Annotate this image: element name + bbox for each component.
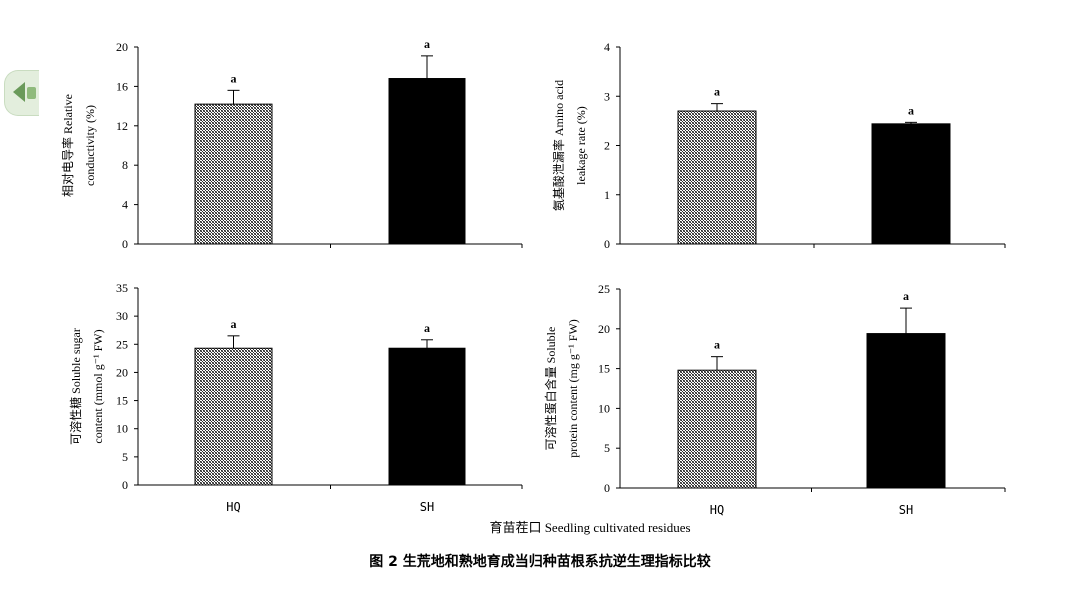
y-axis-label-line2: content (mmol g⁻¹ FW) bbox=[91, 329, 105, 443]
y-axis-label-line1: 可溶性糖 Soluble sugar bbox=[68, 328, 83, 445]
y-tick-label: 5 bbox=[604, 441, 610, 455]
y-tick-label: 4 bbox=[604, 40, 610, 54]
chevron-left-icon bbox=[13, 82, 25, 102]
significance-label: a bbox=[424, 37, 430, 51]
bar-hq bbox=[194, 103, 273, 245]
y-tick-label: 4 bbox=[122, 198, 128, 212]
significance-label: a bbox=[231, 317, 237, 331]
y-tick-label: 3 bbox=[604, 89, 610, 103]
y-tick-label: 0 bbox=[122, 478, 128, 492]
bar-sh bbox=[388, 78, 466, 245]
bar-sh bbox=[388, 347, 466, 486]
significance-label: a bbox=[424, 321, 430, 335]
y-tick-label: 5 bbox=[122, 450, 128, 464]
y-tick-label: 20 bbox=[116, 365, 128, 379]
figure-caption: 图 2 生荒地和熟地育成当归种苗根系抗逆生理指标比较 bbox=[369, 554, 711, 570]
y-axis-label-line1: 氨基酸泄漏率 Amino acid bbox=[551, 80, 566, 211]
page-marker-icon bbox=[27, 87, 36, 99]
y-tick-label: 16 bbox=[116, 79, 128, 93]
y-axis-label-line2: protein content (mg g⁻¹ FW) bbox=[566, 319, 580, 458]
x-category-label: SH bbox=[420, 500, 434, 514]
y-tick-label: 35 bbox=[116, 281, 128, 295]
significance-label: a bbox=[714, 338, 720, 352]
significance-label: a bbox=[908, 103, 914, 117]
y-tick-label: 30 bbox=[116, 309, 128, 323]
y-axis-label-line1: 相对电导率 Relative bbox=[60, 94, 75, 197]
bar-hq bbox=[677, 369, 757, 489]
y-tick-label: 0 bbox=[604, 481, 610, 495]
bar-sh bbox=[866, 333, 946, 489]
bar-sh bbox=[871, 123, 951, 245]
bar-hq bbox=[194, 347, 273, 486]
y-tick-label: 15 bbox=[116, 394, 128, 408]
significance-label: a bbox=[903, 289, 909, 303]
y-tick-label: 12 bbox=[116, 119, 128, 133]
back-arrow-tab[interactable] bbox=[4, 70, 39, 116]
x-axis-title: 育苗茬口 Seedling cultivated residues bbox=[489, 520, 690, 535]
bar-hq bbox=[677, 110, 757, 245]
y-tick-label: 0 bbox=[122, 237, 128, 251]
x-category-label: SH bbox=[899, 503, 913, 517]
y-tick-label: 25 bbox=[116, 337, 128, 351]
y-tick-label: 20 bbox=[598, 322, 610, 336]
x-category-label: HQ bbox=[710, 503, 724, 517]
y-tick-label: 1 bbox=[604, 188, 610, 202]
significance-label: a bbox=[714, 85, 720, 99]
significance-label: a bbox=[231, 71, 237, 85]
y-axis-label-line2: leakage rate (%) bbox=[574, 106, 588, 185]
y-axis-label-line1: 可溶性蛋白含量 Soluble bbox=[543, 327, 558, 451]
y-tick-label: 15 bbox=[598, 362, 610, 376]
y-tick-label: 8 bbox=[122, 158, 128, 172]
y-tick-label: 20 bbox=[116, 40, 128, 54]
x-category-label: HQ bbox=[226, 500, 240, 514]
y-tick-label: 10 bbox=[116, 422, 128, 436]
y-tick-label: 25 bbox=[598, 282, 610, 296]
y-axis-label-line2: conductivity (%) bbox=[83, 105, 97, 186]
y-tick-label: 0 bbox=[604, 237, 610, 251]
y-tick-label: 10 bbox=[598, 401, 610, 415]
y-tick-label: 2 bbox=[604, 139, 610, 153]
